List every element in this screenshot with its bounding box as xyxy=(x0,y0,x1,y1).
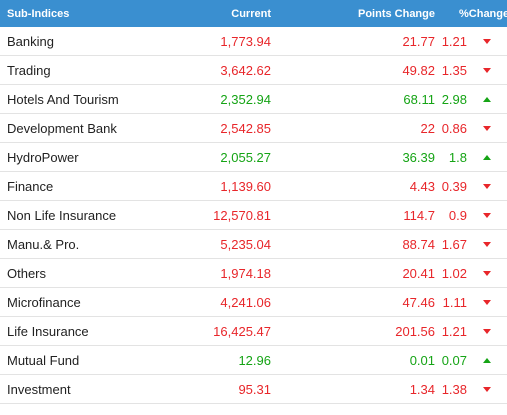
current-value: 95.31 xyxy=(238,381,271,397)
table-row[interactable]: Microfinance 4,241.06 47.46 1.11 xyxy=(0,288,507,317)
trend-cell xyxy=(467,328,507,334)
points-change-value: 49.82 xyxy=(402,62,435,78)
current-value: 3,642.62 xyxy=(220,62,271,78)
current-value: 2,352.94 xyxy=(220,91,271,107)
sub-indices-table: Sub-Indices Current Points Change %Chang… xyxy=(0,0,507,404)
sub-index-name: Finance xyxy=(7,178,54,194)
sub-index-name: Others xyxy=(7,265,47,281)
points-change-value: 21.77 xyxy=(402,33,435,49)
trend-cell xyxy=(467,125,507,131)
pct-change-value: 0.07 xyxy=(441,352,467,368)
trend-cell xyxy=(467,212,507,218)
table-row[interactable]: HydroPower 2,055.27 36.39 1.8 xyxy=(0,143,507,172)
sub-index-name: Investment xyxy=(7,381,71,397)
points-change-value: 68.11 xyxy=(403,91,435,107)
pct-change-value: 1.21 xyxy=(441,33,467,49)
pct-change-value: 1.67 xyxy=(441,236,467,252)
points-change-value: 20.41 xyxy=(402,265,435,281)
pct-change-value: 1.02 xyxy=(441,265,467,281)
table-header: Sub-Indices Current Points Change %Chang… xyxy=(0,0,507,27)
table-row[interactable]: Finance 1,139.60 4.43 0.39 xyxy=(0,172,507,201)
table-row[interactable]: Trading 3,642.62 49.82 1.35 xyxy=(0,56,507,85)
table-row[interactable]: Non Life Insurance 12,570.81 114.7 0.9 xyxy=(0,201,507,230)
trend-cell xyxy=(467,154,507,160)
pct-change-value: 0.9 xyxy=(448,207,467,223)
points-change-value: 47.46 xyxy=(402,294,435,310)
arrow-down-icon xyxy=(483,241,491,247)
pct-change-value: 1.11 xyxy=(442,294,467,310)
header-pct-change[interactable]: %Change xyxy=(459,7,507,20)
points-change-value: 1.34 xyxy=(409,381,435,397)
sub-index-name: Development Bank xyxy=(7,120,117,136)
trend-cell xyxy=(467,67,507,73)
current-value: 12.96 xyxy=(238,352,271,368)
current-value: 1,773.94 xyxy=(220,33,271,49)
pct-change-value: 1.8 xyxy=(448,149,467,165)
pct-change-value: 0.86 xyxy=(441,120,467,136)
sub-index-name: Microfinance xyxy=(7,294,81,310)
pct-change-value: 1.38 xyxy=(441,381,467,397)
table-row[interactable]: Investment 95.31 1.34 1.38 xyxy=(0,375,507,404)
pct-change-value: 0.39 xyxy=(441,178,467,194)
header-current[interactable]: Current xyxy=(231,7,271,20)
arrow-down-icon xyxy=(483,67,491,73)
arrow-down-icon xyxy=(483,386,491,392)
arrow-down-icon xyxy=(483,125,491,131)
arrow-down-icon xyxy=(483,38,491,44)
table-row[interactable]: Mutual Fund 12.96 0.01 0.07 xyxy=(0,346,507,375)
current-value: 12,570.81 xyxy=(213,207,271,223)
current-value: 2,055.27 xyxy=(220,149,271,165)
points-change-value: 88.74 xyxy=(402,236,435,252)
header-points-change[interactable]: Points Change xyxy=(357,7,435,20)
current-value: 2,542.85 xyxy=(220,120,271,136)
points-change-value: 201.56 xyxy=(395,323,435,339)
table-row[interactable]: Others 1,974.18 20.41 1.02 xyxy=(0,259,507,288)
trend-cell xyxy=(467,386,507,392)
table-body: Banking 1,773.94 21.77 1.21 Trading 3,642.62 4… xyxy=(0,27,507,404)
sub-index-name: Life Insurance xyxy=(7,323,89,339)
sub-index-name: Banking xyxy=(7,33,54,49)
current-value: 1,139.60 xyxy=(220,178,271,194)
trend-cell xyxy=(467,183,507,189)
table-row[interactable]: Development Bank 2,542.85 22 0.86 xyxy=(0,114,507,143)
sub-index-name: Non Life Insurance xyxy=(7,207,117,223)
table-row[interactable]: Life Insurance 16,425.47 201.56 1.21 xyxy=(0,317,507,346)
arrow-down-icon xyxy=(483,183,491,189)
sub-index-name: Manu.& Pro. xyxy=(7,236,80,252)
sub-index-name: Hotels And Tourism xyxy=(7,91,119,107)
points-change-value: 36.39 xyxy=(402,149,435,165)
arrow-up-icon xyxy=(483,154,491,160)
arrow-down-icon xyxy=(483,270,491,276)
trend-cell xyxy=(467,357,507,363)
pct-change-value: 1.35 xyxy=(441,62,467,78)
arrow-up-icon xyxy=(483,96,491,102)
trend-cell xyxy=(467,299,507,305)
arrow-up-icon xyxy=(483,357,491,363)
points-change-value: 22 xyxy=(420,120,435,136)
arrow-down-icon xyxy=(483,299,491,305)
current-value: 5,235.04 xyxy=(220,236,271,252)
table-row[interactable]: Banking 1,773.94 21.77 1.21 xyxy=(0,27,507,56)
header-sub-indices[interactable]: Sub-Indices xyxy=(7,7,70,20)
sub-index-name: HydroPower xyxy=(7,149,79,165)
trend-cell xyxy=(467,38,507,44)
pct-change-value: 2.98 xyxy=(441,91,467,107)
points-change-value: 114.7 xyxy=(403,207,435,223)
pct-change-value: 1.21 xyxy=(441,323,467,339)
current-value: 1,974.18 xyxy=(220,265,271,281)
sub-index-name: Trading xyxy=(7,62,51,78)
points-change-value: 0.01 xyxy=(409,352,435,368)
trend-cell xyxy=(467,270,507,276)
trend-cell xyxy=(467,96,507,102)
trend-cell xyxy=(467,241,507,247)
sub-index-name: Mutual Fund xyxy=(7,352,80,368)
arrow-down-icon xyxy=(483,212,491,218)
points-change-value: 4.43 xyxy=(409,178,435,194)
arrow-down-icon xyxy=(483,328,491,334)
current-value: 4,241.06 xyxy=(220,294,271,310)
current-value: 16,425.47 xyxy=(213,323,271,339)
table-row[interactable]: Manu.& Pro. 5,235.04 88.74 1.67 xyxy=(0,230,507,259)
table-row[interactable]: Hotels And Tourism 2,352.94 68.11 2.98 xyxy=(0,85,507,114)
